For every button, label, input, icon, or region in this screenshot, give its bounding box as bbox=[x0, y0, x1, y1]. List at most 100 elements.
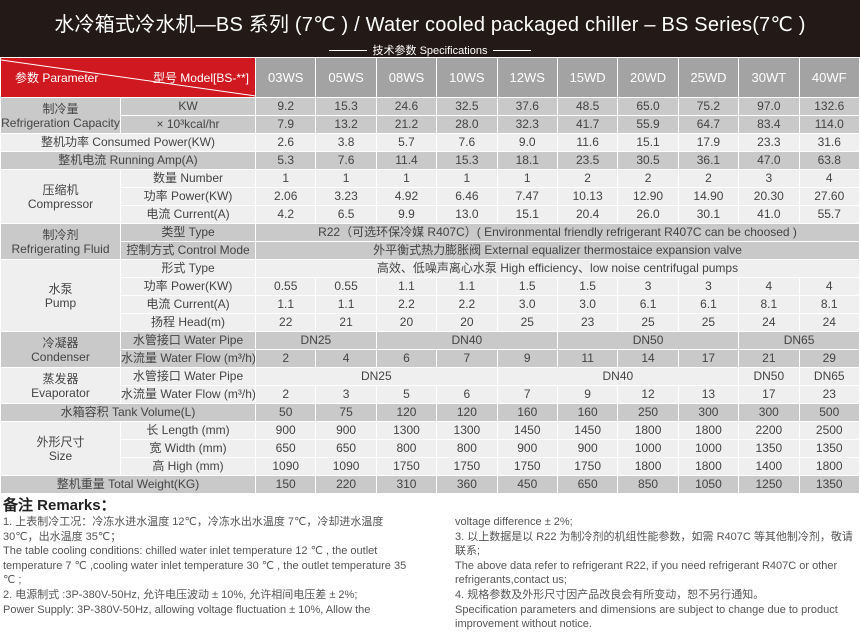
table-row: 压缩机 Compressor 数量 Number 1 1 1 1 1 2 2 2 3 4 bbox=[0, 169, 860, 224]
model-header: 12WS bbox=[496, 57, 558, 98]
table-cell: 3.8 bbox=[315, 133, 377, 152]
table-cell: 36.1 bbox=[677, 151, 740, 170]
table-cell: 23 bbox=[798, 385, 860, 404]
table-cell: 3.23 bbox=[315, 187, 377, 206]
table-cell: 9.9 bbox=[375, 205, 438, 224]
table-cell: 9 bbox=[496, 349, 558, 368]
table-cell: 160 bbox=[496, 403, 558, 422]
table-cell: 3 bbox=[617, 277, 679, 296]
table-cell: 3 bbox=[677, 277, 740, 296]
table-row: 扬程 Head(m) 22 21 20 20 25 23 25 25 24 24 bbox=[1, 313, 860, 332]
table-cell: 2 bbox=[617, 169, 679, 188]
row-label: 形式 Type bbox=[120, 259, 256, 278]
table-cell: 132.6 bbox=[798, 97, 860, 116]
table-cell: 4 bbox=[798, 169, 860, 188]
table-cell: 24 bbox=[738, 313, 800, 332]
group-label-cn: 制冷量 bbox=[42, 101, 79, 116]
table-cell: 17 bbox=[738, 385, 800, 404]
model-header: 05WS bbox=[315, 57, 377, 98]
group-label-cn: 外形尺寸 bbox=[36, 434, 85, 449]
group-label-en: Compressor bbox=[27, 196, 94, 211]
table-cell: 22 bbox=[254, 313, 317, 332]
table-row: 控制方式 Control Mode 外平衡式热力膨胀阀 External equa… bbox=[1, 241, 860, 260]
model-label: 型号 Model[BS-**] bbox=[152, 71, 249, 85]
table-cell: 310 bbox=[375, 475, 438, 494]
model-header: 20WD bbox=[617, 57, 679, 98]
row-label: 宽 Width (mm) bbox=[120, 439, 256, 458]
table-cell: 9 bbox=[556, 385, 619, 404]
table-cell: 5 bbox=[375, 385, 438, 404]
group-label-en: Evaporator bbox=[31, 385, 90, 400]
remarks-title: 备注 Remarks： bbox=[3, 497, 116, 514]
table-cell: 11.4 bbox=[375, 151, 438, 170]
table-row: 电流 Current(A) 1.1 1.1 2.2 2.2 3.0 3.0 6.1 6.1 8.1… bbox=[1, 295, 860, 314]
row-label: 电流 Current(A) bbox=[120, 295, 256, 314]
table-cell: 3 bbox=[738, 169, 800, 188]
table-cell: 25 bbox=[617, 313, 679, 332]
table-cell: 850 bbox=[617, 475, 679, 494]
table-cell: 13.2 bbox=[315, 115, 377, 134]
table-cell: 14.90 bbox=[677, 187, 740, 206]
table-cell: 1750 bbox=[496, 457, 558, 476]
table-cell: 8.1 bbox=[738, 295, 800, 314]
table-cell: 1800 bbox=[617, 421, 679, 440]
table-cell: 41.0 bbox=[738, 205, 800, 224]
table-cell: 9.2 bbox=[254, 97, 317, 116]
group-label-cn: 水泵 bbox=[48, 281, 73, 296]
table-cell: 4 bbox=[315, 349, 377, 368]
row-label: 水管接口 Water Pipe bbox=[120, 367, 256, 386]
table-cell: 450 bbox=[496, 475, 558, 494]
table-cell: DN40 bbox=[375, 331, 558, 350]
table-cell: 25 bbox=[496, 313, 558, 332]
table-cell: 1090 bbox=[254, 457, 317, 476]
row-label: 整机电流 Running Amp(A) bbox=[0, 151, 256, 170]
table-row: 外形尺寸 Size 长 Length (mm) 900 900 1300 1300 1450 1… bbox=[0, 421, 860, 476]
group-label: 水泵 Pump bbox=[0, 259, 121, 332]
table-cell: 23.5 bbox=[556, 151, 619, 170]
table-cell: 37.6 bbox=[496, 97, 558, 116]
table-cell: 220 bbox=[315, 475, 377, 494]
table-cell: 18.1 bbox=[496, 151, 558, 170]
table-cell: 120 bbox=[436, 403, 498, 422]
table-cell: 250 bbox=[617, 403, 679, 422]
table-row: 功率 Power(KW) 0.55 0.55 1.1 1.1 1.5 1.5 3 3 4 4 bbox=[1, 277, 860, 296]
group-label-cn: 制冷剂 bbox=[42, 227, 79, 242]
table-cell: 650 bbox=[556, 475, 619, 494]
table-cell: 1450 bbox=[556, 421, 619, 440]
row-label: 功率 Power(KW) bbox=[120, 187, 256, 206]
remark-line: 3. 以上数据是以 R22 为制冷剂的机组性能参数，如需 R407C 等其他制冷… bbox=[455, 530, 853, 558]
table-cell: 11 bbox=[556, 349, 619, 368]
model-header: 08WS bbox=[375, 57, 438, 98]
group-label-en: Pump bbox=[44, 295, 77, 310]
table-cell: 1750 bbox=[375, 457, 438, 476]
table-cell: 7.47 bbox=[496, 187, 558, 206]
table-cell: DN65 bbox=[738, 331, 860, 350]
remarks-right-column: voltage difference ± 2%; 3. 以上数据是以 R22 为制… bbox=[455, 515, 860, 632]
table-cell: 高效、低噪声离心水泵 High efficiency、low noise cen… bbox=[255, 259, 860, 278]
table-cell: 1300 bbox=[436, 421, 498, 440]
group-label: 冷凝器 Condenser bbox=[0, 331, 121, 368]
table-cell: 17.9 bbox=[677, 133, 740, 152]
row-label: 高 High (mm) bbox=[120, 457, 256, 476]
table-cell: 6 bbox=[436, 385, 498, 404]
row-label: 类型 Type bbox=[120, 223, 256, 242]
table-cell: 1.1 bbox=[315, 295, 377, 314]
spec-table: 参数 Parameter 型号 Model[BS-**] 03WS 05WS 08W… bbox=[0, 57, 860, 494]
table-cell: 23 bbox=[556, 313, 619, 332]
table-cell: DN50 bbox=[556, 331, 740, 350]
table-cell: 32.3 bbox=[496, 115, 558, 134]
table-row: 制冷量 Refrigeration Capacity KW 9.2 15.3 24.6 32… bbox=[0, 97, 860, 134]
table-cell: 48.5 bbox=[556, 97, 619, 116]
table-row: 整机电流 Running Amp(A) 5.3 7.6 11.4 15.3 18.1 23.… bbox=[0, 151, 860, 170]
table-cell: DN25 bbox=[255, 367, 498, 386]
table-cell: 65.0 bbox=[617, 97, 679, 116]
table-cell: 800 bbox=[436, 439, 498, 458]
remark-line: 2. 电源制式 :3P-380V-50Hz, 允许电压波动 ± 10%, 允许相… bbox=[3, 588, 358, 601]
table-cell: 27.60 bbox=[798, 187, 860, 206]
table-cell: 300 bbox=[738, 403, 800, 422]
table-cell: 32.5 bbox=[436, 97, 498, 116]
group-label: 制冷量 Refrigeration Capacity bbox=[0, 97, 121, 134]
table-row: 制冷剂 Refrigerating Fluid 类型 Type R22（可选环保冷媒 … bbox=[0, 223, 860, 260]
table-cell: 6 bbox=[375, 349, 438, 368]
table-cell: 1 bbox=[315, 169, 377, 188]
